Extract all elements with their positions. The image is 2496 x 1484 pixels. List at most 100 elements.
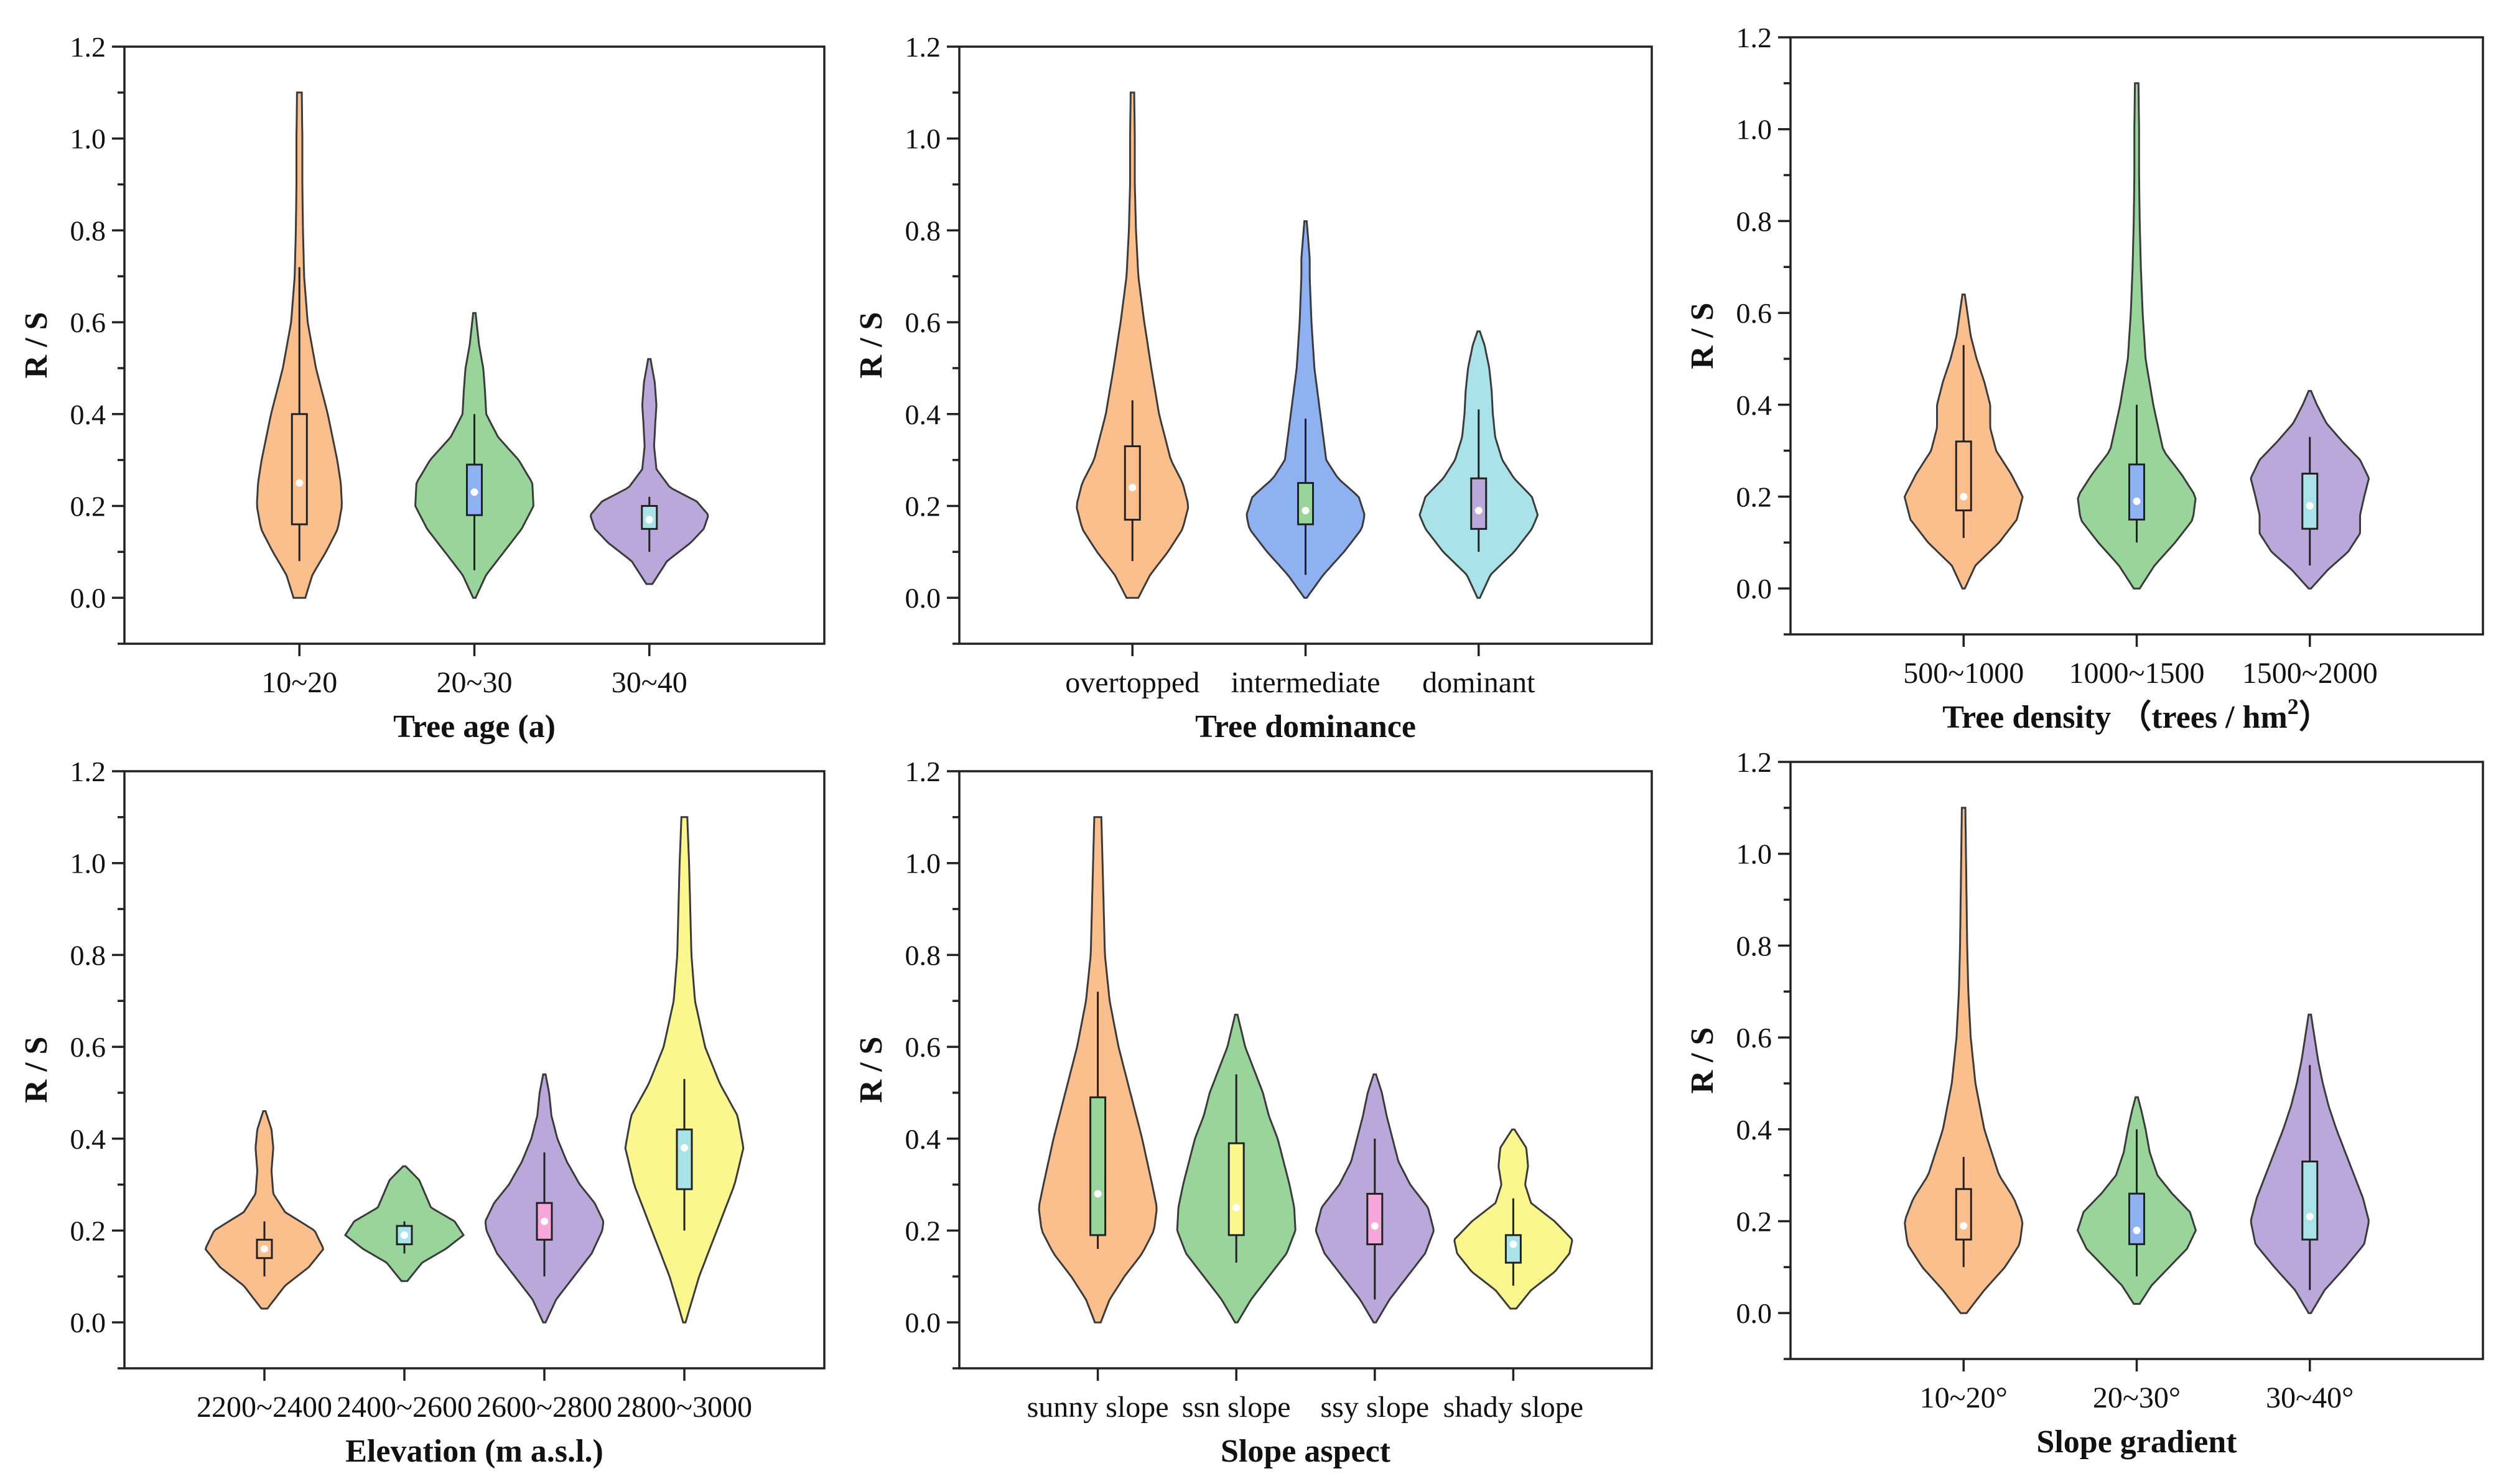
- violin-mean-point: [2133, 497, 2141, 505]
- violin-body: [1246, 220, 1366, 599]
- x-tick-label: overtopped: [1065, 666, 1199, 699]
- x-axis-label: Tree dominance: [1195, 709, 1416, 744]
- y-tick-label: 1.2: [1736, 22, 1772, 53]
- y-tick-label: 1.2: [1736, 746, 1772, 778]
- y-tick-label: 0.8: [70, 939, 106, 971]
- violin-body: [624, 816, 745, 1324]
- violin-body: [1076, 91, 1190, 599]
- y-tick-label: 0.4: [70, 1123, 106, 1155]
- x-axis-label-text: Slope gradient: [2036, 1424, 2237, 1460]
- x-axis-label-suffix: ）: [2299, 699, 2331, 735]
- y-axis-label: R / S: [854, 1037, 889, 1103]
- x-tick-label: 2600~2800: [477, 1391, 612, 1424]
- y-axis-label: R / S: [1685, 303, 1720, 369]
- y-tick-label: 1.0: [70, 848, 106, 879]
- violin-mean-point: [2306, 1213, 2314, 1221]
- y-tick-label: 0.2: [1736, 481, 1772, 512]
- x-axis-label: Tree density （trees / hm2）: [1942, 694, 2331, 735]
- x-tick-label: 2400~2600: [337, 1391, 472, 1424]
- violin-mean-point: [681, 1144, 688, 1152]
- violin-body: [2077, 82, 2197, 590]
- y-tick-label: 0.6: [1736, 1022, 1772, 1054]
- violin-iqr-box: [676, 1128, 693, 1190]
- violin-2: [2077, 82, 2197, 590]
- violin-iqr-box: [1504, 1234, 1522, 1264]
- violin-panel-3: 0.0 0.2 0.4 0.6 0.8 1.0 1.2 R / S Tree density （…: [1685, 22, 2484, 735]
- violin-iqr-box: [2301, 473, 2319, 530]
- violin-mean-point: [1960, 1222, 1968, 1230]
- plot-frame: [123, 770, 826, 1370]
- violin-4: [1453, 1128, 1573, 1310]
- x-tick-label: dominant: [1422, 666, 1535, 699]
- y-tick-label: 1.0: [1736, 114, 1772, 146]
- violin-2: [344, 1165, 465, 1282]
- violin-mean-point: [470, 488, 478, 496]
- x-axis-label-superscript: 2: [2288, 694, 2299, 719]
- violin-iqr-box: [291, 413, 308, 526]
- y-tick-label: 0.4: [70, 399, 106, 430]
- violin-mean-point: [645, 516, 653, 524]
- y-tick-label: 1.0: [905, 848, 941, 879]
- y-tick-label: 0.8: [1736, 205, 1772, 237]
- violin-iqr-box: [2128, 463, 2145, 521]
- y-tick-label: 0.0: [1736, 1297, 1772, 1329]
- violin-iqr-box: [1089, 1096, 1107, 1236]
- y-tick-label: 0.0: [1736, 573, 1772, 605]
- y-tick-label: 0.0: [905, 582, 941, 614]
- y-tick-label: 1.2: [905, 31, 941, 63]
- y-tick-label: 1.0: [1736, 838, 1772, 870]
- x-tick-label: 2200~2400: [197, 1391, 332, 1424]
- x-axis-label-text: Tree density （trees / hm: [1942, 699, 2288, 735]
- x-tick-label: 1500~2000: [2242, 657, 2378, 690]
- violin-panel-1: 0.0 0.2 0.4 0.6 0.8 1.0 1.2 R / S Tree age (a) 10…: [19, 31, 826, 744]
- y-tick-label: 0.8: [905, 215, 941, 246]
- violin-mean-point: [1509, 1240, 1517, 1248]
- violin-panel-6: 0.0 0.2 0.4 0.6 0.8 1.0 1.2 R / S Slope gradient…: [1685, 746, 2484, 1460]
- violin-mean-point: [1232, 1203, 1241, 1212]
- y-tick-label: 0.2: [905, 1215, 941, 1246]
- x-tick-label: 20~30: [437, 666, 513, 699]
- violin-4: [624, 816, 745, 1324]
- y-tick-label: 1.0: [905, 123, 941, 155]
- y-tick-label: 0.8: [1736, 930, 1772, 962]
- x-tick-label: intermediate: [1231, 666, 1381, 699]
- y-axis-label: R / S: [19, 312, 54, 379]
- y-tick-label: 0.2: [70, 490, 106, 522]
- violin-3: [484, 1073, 605, 1324]
- violin-mean-point: [2306, 502, 2314, 510]
- y-tick-label: 0.6: [70, 307, 106, 338]
- y-tick-label: 1.2: [70, 756, 106, 787]
- y-tick-label: 0.4: [905, 399, 941, 430]
- x-axis-label-text: Elevation (m a.s.l.): [345, 1434, 603, 1469]
- x-tick-label: ssn slope: [1182, 1391, 1291, 1424]
- violin-iqr-box: [1366, 1192, 1384, 1246]
- y-tick-label: 0.2: [905, 490, 941, 522]
- x-axis-label-text: Tree dominance: [1195, 709, 1416, 744]
- y-tick-label: 1.2: [905, 756, 941, 787]
- y-tick-label: 0.6: [905, 307, 941, 338]
- violin-iqr-box: [1297, 482, 1314, 526]
- violin-iqr-box: [1955, 1188, 1972, 1241]
- x-tick-label: 10~20: [261, 666, 337, 699]
- violin-body: [204, 1110, 325, 1310]
- y-tick-label: 1.0: [70, 123, 106, 155]
- y-tick-label: 0.0: [70, 582, 106, 614]
- violin-iqr-box: [1124, 445, 1141, 521]
- violin-mean-point: [1129, 483, 1137, 491]
- x-tick-label: ssy slope: [1320, 1391, 1429, 1424]
- x-tick-label: 10~20°: [1920, 1381, 2008, 1414]
- violin-2: [1176, 1013, 1297, 1324]
- x-tick-label: 30~40: [612, 666, 687, 699]
- x-tick-label: 500~1000: [1903, 657, 2024, 690]
- y-tick-label: 0.0: [905, 1307, 941, 1338]
- y-tick-label: 0.6: [70, 1031, 106, 1063]
- violin-1: [204, 1110, 325, 1310]
- violin-iqr-box: [2301, 1160, 2319, 1241]
- y-tick-label: 0.6: [905, 1031, 941, 1063]
- y-tick-label: 0.4: [905, 1123, 941, 1155]
- violin-iqr-box: [1227, 1142, 1245, 1236]
- violin-mean-point: [1094, 1190, 1102, 1198]
- violin-body: [1904, 807, 2024, 1314]
- x-tick-label: sunny slope: [1027, 1391, 1169, 1424]
- violin-1: [1903, 294, 2024, 590]
